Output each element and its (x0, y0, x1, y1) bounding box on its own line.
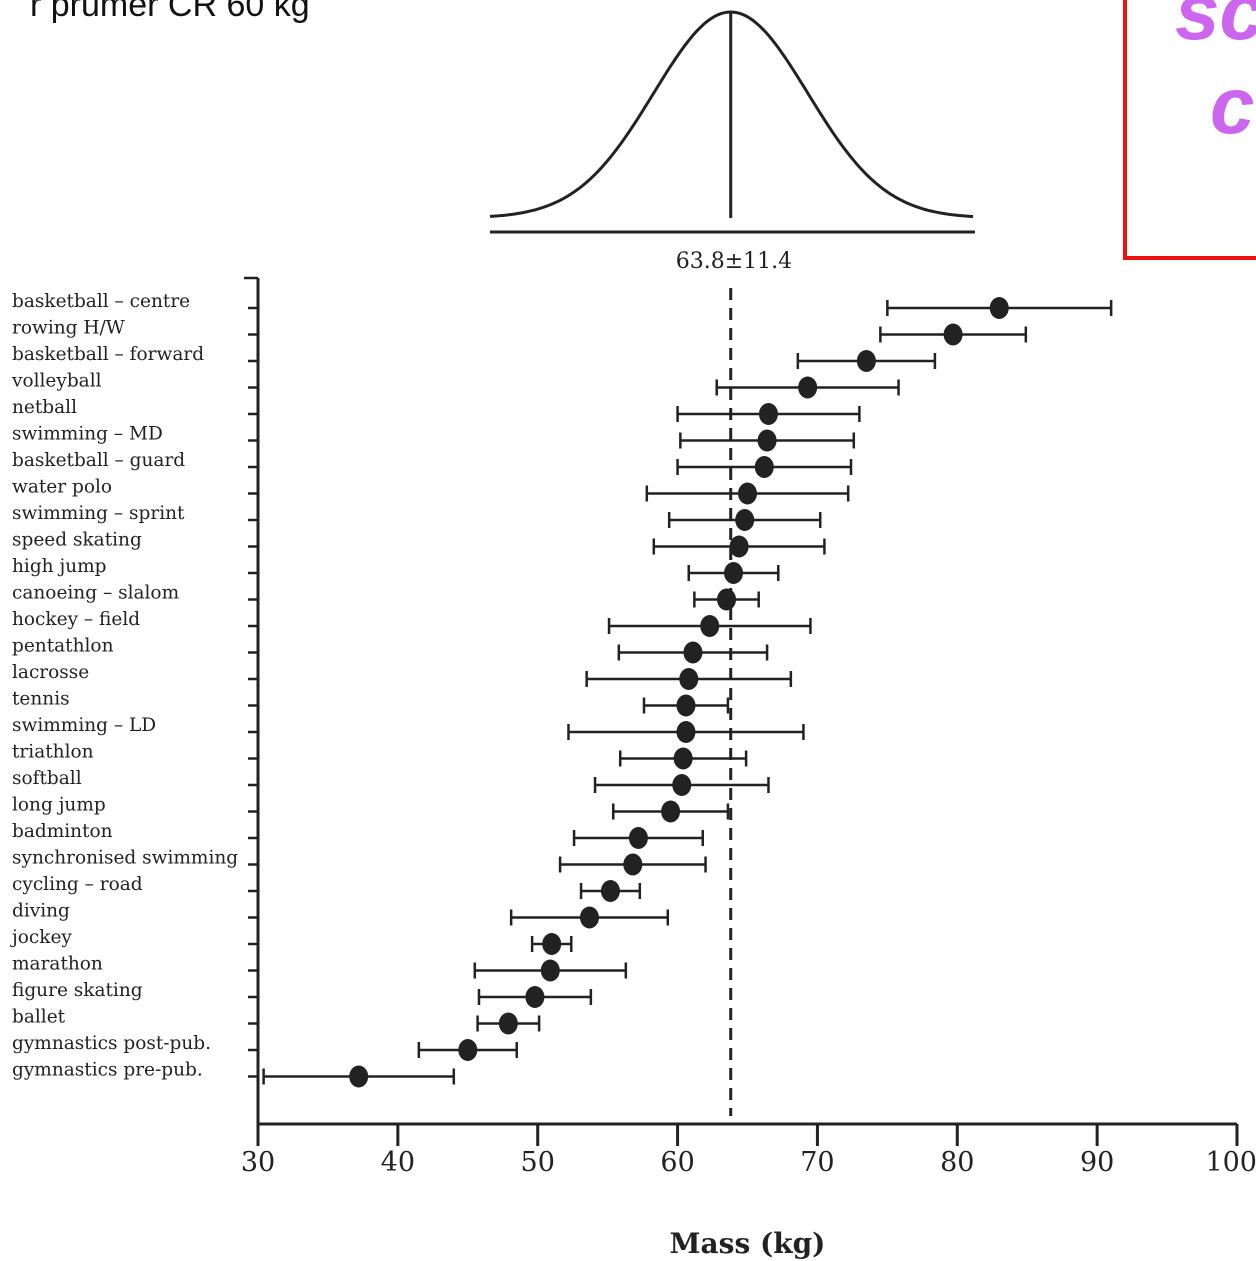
x-tick-label: 90 (1080, 1147, 1114, 1178)
top-caption: r průměr ČR 60 kg (30, 0, 310, 24)
mean-point (623, 853, 643, 876)
category-label: tennis (12, 689, 70, 710)
x-tick-label: 100 (1205, 1147, 1256, 1178)
mean-point (679, 668, 699, 690)
x-tick-label: 50 (521, 1147, 555, 1178)
mean-point (525, 986, 545, 1008)
category-label: volleyball (11, 371, 102, 392)
mean-point (676, 721, 696, 743)
category-label: rowing H/W (12, 318, 125, 339)
mean-point (458, 1039, 478, 1061)
normal-curve-group: 63.8±11.4 (489, 10, 975, 274)
category-label: jockey (10, 927, 72, 948)
category-label: swimming – sprint (12, 503, 185, 524)
category-label: gymnastics post-pub. (12, 1033, 211, 1054)
mean-point (542, 933, 562, 955)
mean-point (735, 509, 755, 531)
category-label: cycling – road (12, 874, 143, 895)
mean-point (856, 350, 876, 372)
category-label: high jump (12, 556, 107, 577)
mean-point (717, 588, 737, 611)
category-label: netball (12, 397, 77, 418)
mean-point (628, 827, 648, 849)
mean-point (738, 482, 757, 505)
category-label: marathon (12, 954, 103, 975)
mean-point (349, 1065, 369, 1088)
red-callout-box: sc c (1123, 0, 1256, 260)
callout-text-1: sc (1175, 0, 1256, 56)
category-label: speed skating (12, 530, 142, 551)
x-tick-label: 40 (381, 1147, 415, 1178)
category-label: softball (12, 768, 82, 789)
mean-point (989, 297, 1009, 319)
mean-point (498, 1012, 518, 1035)
mean-point (798, 376, 818, 399)
mean-point (757, 429, 777, 452)
x-axis-label: Mass (kg) (670, 1227, 826, 1260)
mean-point (943, 323, 963, 346)
mean-point (672, 774, 692, 796)
category-label: synchronised swimming (12, 848, 238, 869)
category-label: long jump (12, 795, 106, 816)
category-label: pentathlon (12, 636, 114, 657)
mean-point (700, 615, 720, 637)
callout-text-2: c (1210, 61, 1255, 150)
rows-group (248, 297, 1113, 1088)
category-label: water polo (12, 477, 112, 498)
mean-point (600, 880, 620, 902)
mean-point (540, 959, 560, 982)
category-label: triathlon (12, 742, 94, 763)
reference-label: 63.8±11.4 (676, 249, 792, 274)
category-label: swimming – LD (12, 715, 156, 736)
category-label: diving (12, 901, 70, 922)
mean-point (661, 800, 681, 823)
category-label: gymnastics pre-pub. (12, 1060, 203, 1081)
labels-group: basketball – centre rowing H/W basketball … (10, 291, 238, 1081)
x-tick-label: 80 (940, 1147, 974, 1178)
category-label: swimming – MD (12, 424, 163, 445)
mean-point (683, 641, 703, 664)
mean-point (579, 906, 599, 929)
category-label: basketball – forward (12, 344, 204, 365)
mean-point (729, 535, 749, 558)
category-label: hockey – field (12, 609, 140, 630)
category-label: basketball – guard (12, 450, 185, 471)
mean-point (676, 694, 696, 717)
category-label: figure skating (12, 980, 143, 1001)
category-label: ballet (12, 1007, 66, 1028)
x-tick-label: 70 (800, 1147, 834, 1178)
x-tick-label: 30 (241, 1147, 275, 1178)
mean-point (758, 403, 778, 425)
category-label: basketball – centre (12, 291, 190, 312)
mean-point (724, 562, 744, 584)
mean-point (673, 747, 693, 770)
x-tick-label: 60 (660, 1147, 694, 1178)
category-label: lacrosse (12, 662, 89, 683)
axes-group: 30 40 50 60 70 80 90 100 Mass (kg) (241, 276, 1256, 1260)
mean-point (754, 456, 774, 478)
category-label: badminton (12, 821, 113, 842)
category-label: canoeing – slalom (12, 583, 180, 604)
